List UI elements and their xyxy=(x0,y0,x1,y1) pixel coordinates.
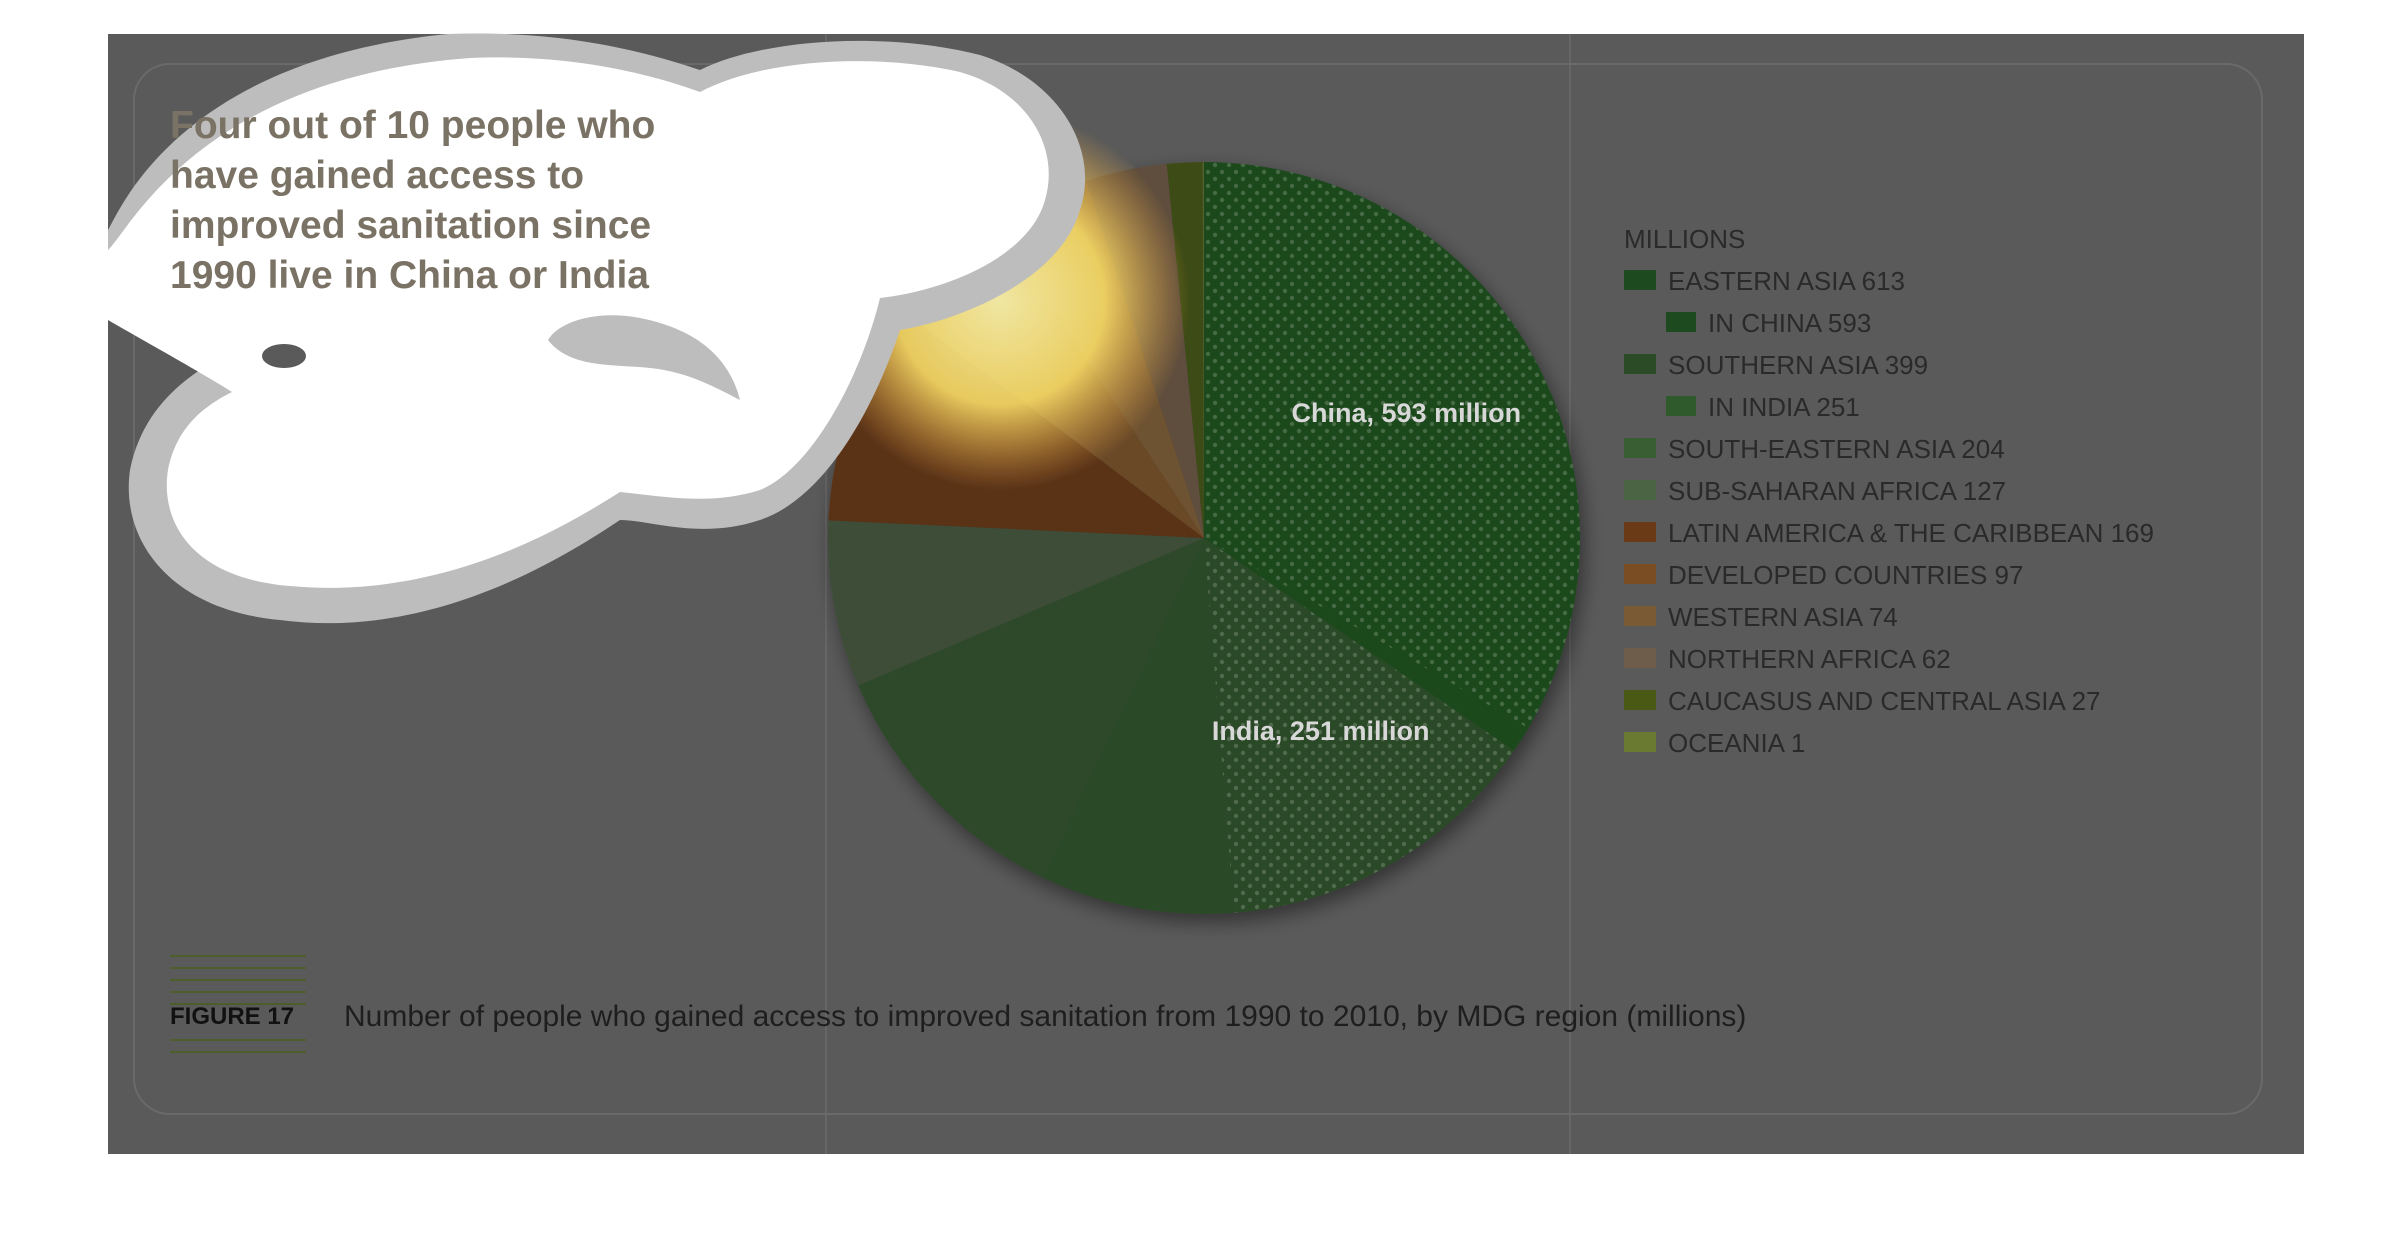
callout-line-4: 1990 live in China or India xyxy=(170,254,649,297)
callout-line-3: improved sanitation since xyxy=(170,204,651,247)
legend-swatch-northern-africa xyxy=(1624,648,1656,668)
legend-label-in-india: IN INDIA 251 xyxy=(1708,392,1860,422)
legend-swatch-latin-america-the-caribbean xyxy=(1624,522,1656,542)
pie-annotations: China, 593 million India, 251 million xyxy=(1212,398,1521,746)
legend-label-sub-saharan-africa: SUB-SAHARAN AFRICA 127 xyxy=(1668,476,2006,506)
figure-panel-border xyxy=(133,63,2263,1115)
callout-line-2: have gained access to xyxy=(170,154,584,197)
pie-slice-oceania xyxy=(1202,161,1204,538)
pie-subregion-patterns xyxy=(1204,162,1580,913)
legend-swatch-south-eastern-asia xyxy=(1624,438,1656,458)
legend-swatch-eastern-asia xyxy=(1624,270,1656,290)
figure-caption: Number of people who gained access to im… xyxy=(344,1000,1746,1033)
legend-label-in-china: IN CHINA 593 xyxy=(1708,308,1871,338)
legend-swatch-developed-countries xyxy=(1624,564,1656,584)
legend-swatch-southern-asia xyxy=(1624,354,1656,374)
pie-annotation-india-251-million: India, 251 million xyxy=(1212,716,1430,746)
pie-subslice-in-china xyxy=(1204,162,1580,729)
legend-label-western-asia: WESTERN ASIA 74 xyxy=(1668,602,1898,632)
legend-label-eastern-asia: EASTERN ASIA 613 xyxy=(1668,266,1905,296)
legend-label-caucasus-and-central-asia: CAUCASUS AND CENTRAL ASIA 27 xyxy=(1668,686,2101,716)
legend-label-northern-africa: NORTHERN AFRICA 62 xyxy=(1668,644,1951,674)
legend-swatch-sub-saharan-africa xyxy=(1624,480,1656,500)
legend-label-south-eastern-asia: SOUTH-EASTERN ASIA 204 xyxy=(1668,434,2005,464)
pie-annotation-china-593-million: China, 593 million xyxy=(1292,398,1522,428)
legend-label-southern-asia: SOUTHERN ASIA 399 xyxy=(1668,350,1928,380)
legend-label-latin-america-the-caribbean: LATIN AMERICA & THE CARIBBEAN 169 xyxy=(1668,518,2154,548)
pie-slice-sub-saharan-africa xyxy=(827,520,1204,686)
callout-bubble-hole xyxy=(262,344,306,368)
callout-bubble: Four out of 10 people who have gained ac… xyxy=(108,33,1086,624)
legend: MILLIONS EASTERN ASIA 613 IN CHINA 593 SOUT… xyxy=(1624,224,2154,758)
pie-subslice-in-india xyxy=(1204,538,1514,913)
legend-label-oceania: OCEANIA 1 xyxy=(1668,728,1805,758)
legend-swatch-in-india xyxy=(1666,396,1696,416)
legend-label-developed-countries: DEVELOPED COUNTRIES 97 xyxy=(1668,560,2023,590)
legend-swatch-western-asia xyxy=(1624,606,1656,626)
figure-label-rules xyxy=(170,955,306,1053)
legend-swatch-caucasus-and-central-asia xyxy=(1624,690,1656,710)
callout-bubble-inner-shape xyxy=(548,315,740,400)
figure-caption-block: FIGURE 17 Number of people who gained ac… xyxy=(170,955,1746,1053)
pie-chart xyxy=(810,110,1580,914)
pie-slice-south-eastern-asia xyxy=(858,538,1204,878)
legend-swatch-oceania xyxy=(1624,732,1656,752)
figure-label: FIGURE 17 xyxy=(170,1003,294,1030)
legend-header: MILLIONS xyxy=(1624,224,1745,254)
callout-line-1: Four out of 10 people who xyxy=(170,104,655,147)
legend-swatch-in-china xyxy=(1666,312,1696,332)
